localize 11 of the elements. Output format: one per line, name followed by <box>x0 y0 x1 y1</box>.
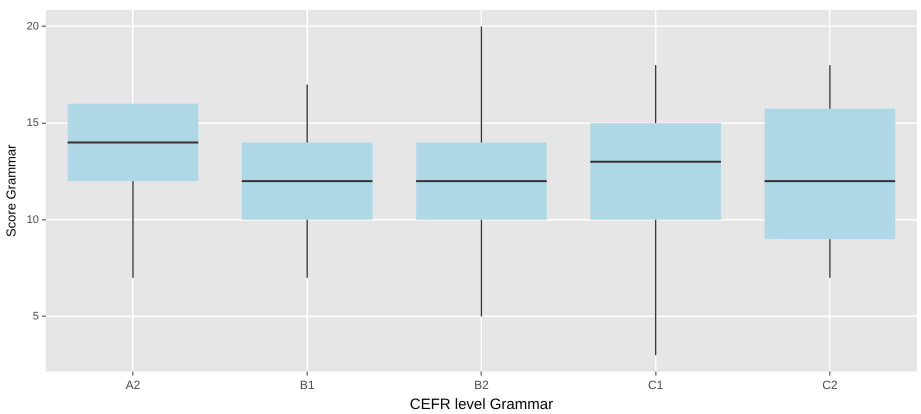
x-tick-label: B1 <box>300 378 315 392</box>
x-axis-title: CEFR level Grammar <box>410 396 554 414</box>
x-tick-label: B2 <box>474 378 490 392</box>
y-tick-label: 5 <box>32 310 39 323</box>
y-tick-label: 20 <box>26 20 39 32</box>
y-axis-title: Score Grammar <box>3 144 18 238</box>
x-tick-label: C1 <box>648 378 664 392</box>
y-tick-label: 10 <box>26 214 39 226</box>
x-tick-label: A2 <box>126 378 141 392</box>
y-tick-label: 15 <box>26 117 39 130</box>
x-tick-label: C2 <box>822 378 838 392</box>
